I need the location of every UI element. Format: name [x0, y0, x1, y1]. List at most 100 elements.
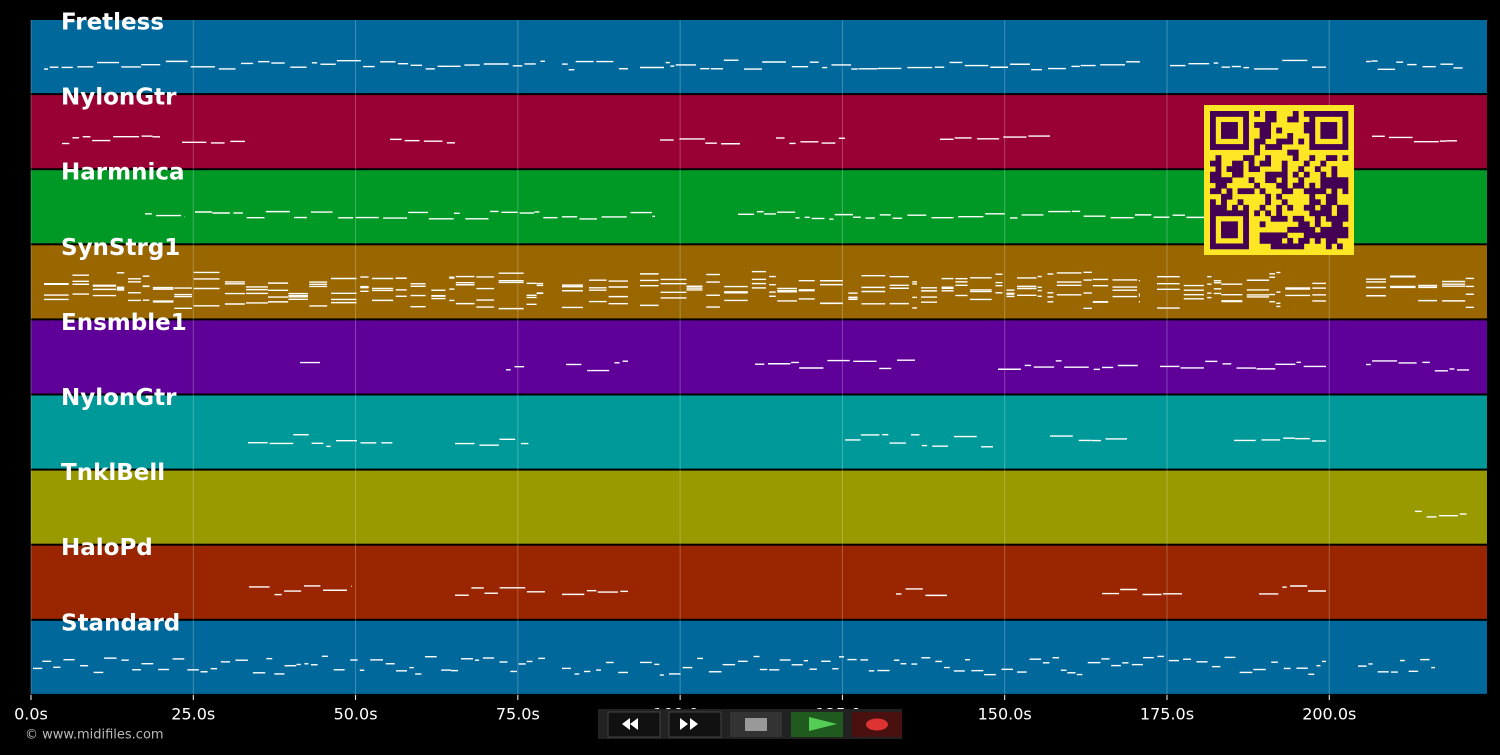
qr-module	[1243, 111, 1249, 117]
qr-module	[1221, 226, 1227, 233]
qr-module	[1320, 133, 1327, 139]
qr-module	[1276, 127, 1283, 134]
qr-module	[1243, 116, 1249, 123]
qr-module	[1309, 127, 1316, 134]
qr-module	[1210, 177, 1216, 184]
qr-module	[1331, 166, 1338, 173]
qr-module	[1243, 127, 1249, 134]
qr-module	[1331, 171, 1338, 178]
qr-module	[1276, 193, 1283, 200]
qr-module	[1292, 155, 1299, 161]
qr-module	[1276, 171, 1283, 178]
qr-module	[1226, 226, 1233, 233]
notes-layer	[33, 59, 1474, 676]
qr-module	[1298, 221, 1305, 228]
qr-module	[1254, 144, 1260, 150]
qr-module	[1287, 237, 1294, 244]
qr-module	[1325, 237, 1332, 244]
qr-module	[1325, 177, 1332, 184]
qr-module	[1298, 177, 1305, 184]
qr-module	[1336, 111, 1343, 117]
qr-module	[1320, 111, 1327, 117]
stop-button[interactable]	[730, 712, 782, 737]
qr-module	[1303, 160, 1310, 167]
qr-module	[1325, 232, 1332, 239]
qr-module	[1254, 138, 1260, 145]
qr-module	[1342, 182, 1349, 189]
qr-module	[1281, 166, 1288, 173]
qr-module	[1342, 111, 1349, 117]
qr-module	[1265, 133, 1272, 139]
qr-module	[1276, 204, 1283, 211]
qr-module	[1325, 204, 1332, 211]
qr-module	[1331, 232, 1338, 239]
qr-module	[1281, 188, 1288, 195]
qr-module	[1221, 133, 1227, 139]
qr-module	[1309, 111, 1316, 117]
qr-module	[1281, 199, 1288, 206]
qr-module	[1303, 122, 1310, 128]
qr-module	[1215, 243, 1222, 250]
qr-module	[1342, 127, 1349, 134]
qr-module	[1331, 144, 1338, 150]
qr-module	[1232, 166, 1238, 173]
qr-module	[1221, 204, 1227, 211]
track-band	[31, 320, 1487, 394]
qr-module	[1215, 171, 1222, 178]
qr-module	[1232, 160, 1238, 167]
qr-module	[1287, 149, 1294, 156]
qr-module	[1331, 155, 1338, 161]
record-icon	[866, 718, 888, 731]
stop-icon	[745, 718, 767, 731]
qr-module	[1237, 199, 1244, 206]
qr-module	[1314, 232, 1321, 239]
qr-module	[1276, 144, 1283, 150]
qr-module	[1210, 243, 1216, 250]
qr-module	[1243, 215, 1249, 222]
qr-module	[1281, 232, 1288, 239]
qr-module	[1265, 155, 1272, 161]
qr-module	[1292, 171, 1299, 178]
record-button[interactable]	[852, 712, 902, 737]
labels-layer: Fretless NylonGtr Harmnica SynStrg1 Ensmble1…	[14, 10, 1356, 724]
qr-module	[1309, 199, 1316, 206]
qr-module	[1342, 155, 1349, 161]
qr-module	[1336, 215, 1343, 222]
qr-module	[1215, 210, 1222, 217]
rewind-button[interactable]	[607, 711, 661, 738]
qr-module	[1303, 226, 1310, 233]
qr-module	[1287, 226, 1294, 233]
qr-module	[1265, 237, 1272, 244]
qr-module	[1287, 133, 1294, 139]
qr-module	[1226, 188, 1233, 195]
play-button[interactable]	[791, 712, 843, 737]
qr-module	[1221, 199, 1227, 206]
qr-module	[1287, 116, 1294, 123]
qr-module	[1325, 122, 1332, 128]
qr-module	[1309, 138, 1316, 145]
forward-button[interactable]	[668, 711, 722, 738]
qr-module	[1276, 215, 1283, 222]
qr-module	[1210, 215, 1216, 222]
qr-module	[1309, 226, 1316, 233]
qr-module	[1325, 193, 1332, 200]
qr-module	[1243, 155, 1249, 161]
qr-module	[1336, 204, 1343, 211]
qr-module	[1232, 111, 1238, 117]
qr-module	[1226, 133, 1233, 139]
qr-module	[1221, 232, 1227, 239]
qr-module	[1298, 237, 1305, 244]
qr-module	[1210, 210, 1216, 217]
qr-module	[1243, 237, 1249, 244]
qr-module	[1320, 188, 1327, 195]
qr-module	[1259, 138, 1266, 145]
qr-module	[1292, 215, 1299, 222]
qr-module	[1226, 193, 1233, 200]
qr-module	[1309, 122, 1316, 128]
qr-module	[1226, 243, 1233, 250]
time-tick-label: 0.0s	[14, 705, 48, 724]
qr-module	[1210, 116, 1216, 123]
qr-module	[1226, 144, 1233, 150]
qr-module	[1281, 138, 1288, 145]
